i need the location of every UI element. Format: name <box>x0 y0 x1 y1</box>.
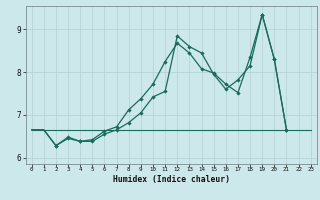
X-axis label: Humidex (Indice chaleur): Humidex (Indice chaleur) <box>113 175 230 184</box>
